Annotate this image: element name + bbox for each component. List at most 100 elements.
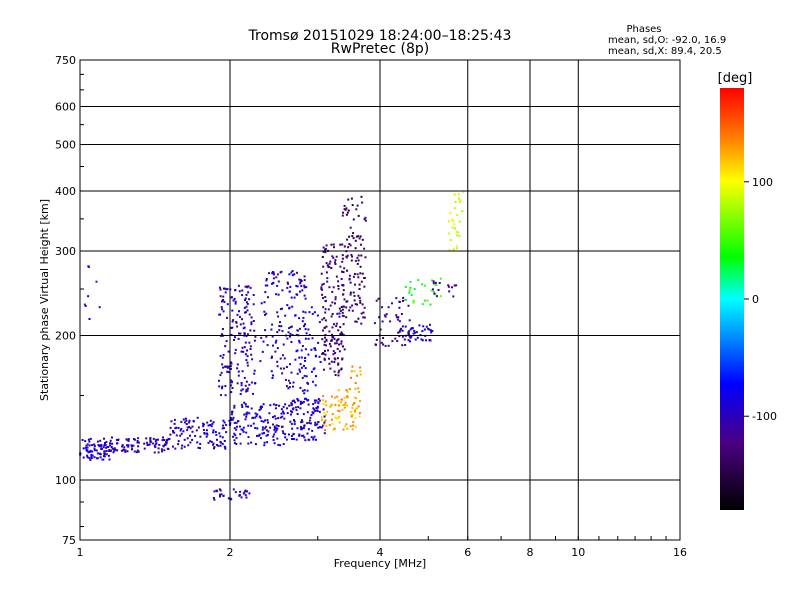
data-point	[354, 283, 356, 286]
data-point	[101, 458, 104, 461]
data-point	[187, 444, 190, 447]
data-point	[205, 429, 208, 432]
data-point	[248, 341, 251, 344]
data-point	[215, 443, 218, 446]
data-point	[250, 321, 253, 324]
data-point	[335, 255, 338, 258]
data-point	[260, 302, 263, 305]
chart-subtitle: RwPretec (8p)	[331, 41, 429, 57]
data-point	[277, 280, 280, 283]
data-point	[180, 427, 183, 430]
data-point	[340, 270, 343, 273]
data-point	[353, 273, 356, 275]
data-point	[299, 407, 302, 410]
data-point	[359, 299, 362, 302]
data-point	[265, 335, 268, 338]
data-point	[218, 432, 221, 435]
data-point	[249, 345, 252, 348]
data-point	[112, 448, 115, 451]
data-point	[352, 237, 355, 240]
data-point	[345, 306, 348, 309]
data-point	[250, 441, 253, 444]
data-point	[212, 431, 215, 434]
data-point	[457, 193, 460, 196]
data-point	[357, 294, 360, 297]
data-point	[330, 418, 333, 421]
data-point	[417, 279, 420, 282]
data-point	[322, 297, 324, 300]
data-point	[333, 246, 335, 249]
data-point	[227, 371, 230, 374]
data-point	[99, 456, 102, 459]
data-point	[286, 412, 289, 415]
stats-line-x: mean, sd,X: 89.4, 20.5	[608, 46, 722, 57]
data-point	[384, 315, 387, 318]
data-point	[354, 425, 357, 428]
data-point	[263, 427, 266, 430]
data-point	[303, 286, 306, 289]
data-point	[432, 282, 435, 285]
data-point	[333, 361, 336, 363]
data-point	[299, 370, 302, 373]
data-point	[342, 211, 344, 214]
data-point	[173, 431, 176, 434]
data-point	[454, 201, 457, 203]
data-point	[341, 345, 344, 348]
data-point	[234, 336, 236, 339]
data-point	[277, 417, 280, 420]
data-point	[360, 280, 363, 283]
data-point	[247, 285, 250, 288]
data-point	[306, 399, 309, 402]
data-point	[429, 303, 432, 306]
data-point	[271, 423, 274, 426]
data-point	[303, 389, 306, 392]
data-point	[273, 415, 276, 418]
data-point	[281, 307, 283, 310]
data-point	[234, 300, 237, 303]
data-point	[322, 306, 325, 309]
data-point	[286, 337, 289, 340]
data-point	[300, 349, 303, 352]
data-point	[297, 399, 299, 402]
data-point	[246, 309, 249, 312]
data-point	[363, 247, 366, 250]
data-point	[127, 445, 130, 448]
data-point	[323, 415, 326, 418]
data-point	[169, 433, 172, 436]
data-point	[325, 338, 328, 341]
data-point	[460, 199, 462, 202]
data-point	[212, 429, 215, 432]
data-point	[238, 332, 240, 335]
data-point	[307, 403, 310, 406]
data-point	[316, 409, 319, 412]
data-point	[304, 439, 307, 442]
data-point	[359, 400, 361, 403]
data-point	[413, 329, 416, 332]
data-point	[323, 357, 326, 360]
data-point	[167, 438, 170, 441]
data-point	[123, 446, 126, 449]
data-point	[154, 443, 157, 446]
data-point	[180, 420, 183, 423]
data-point	[272, 439, 275, 441]
data-point	[274, 417, 277, 420]
data-point	[90, 453, 93, 456]
data-point	[177, 443, 180, 446]
data-point	[425, 325, 428, 328]
data-point	[275, 429, 278, 432]
data-point	[91, 450, 94, 453]
data-point	[429, 323, 431, 326]
data-point	[297, 406, 300, 409]
colorbar-tick-label: -100	[752, 410, 777, 423]
data-point	[184, 417, 187, 420]
x-tick-label: 8	[527, 546, 534, 559]
data-point	[253, 329, 256, 332]
data-point	[290, 325, 293, 328]
data-point	[290, 341, 293, 343]
data-point	[148, 443, 151, 446]
data-point	[137, 445, 140, 448]
data-point	[245, 359, 248, 362]
data-point	[312, 437, 315, 440]
data-point	[225, 423, 228, 426]
data-point	[303, 364, 305, 367]
